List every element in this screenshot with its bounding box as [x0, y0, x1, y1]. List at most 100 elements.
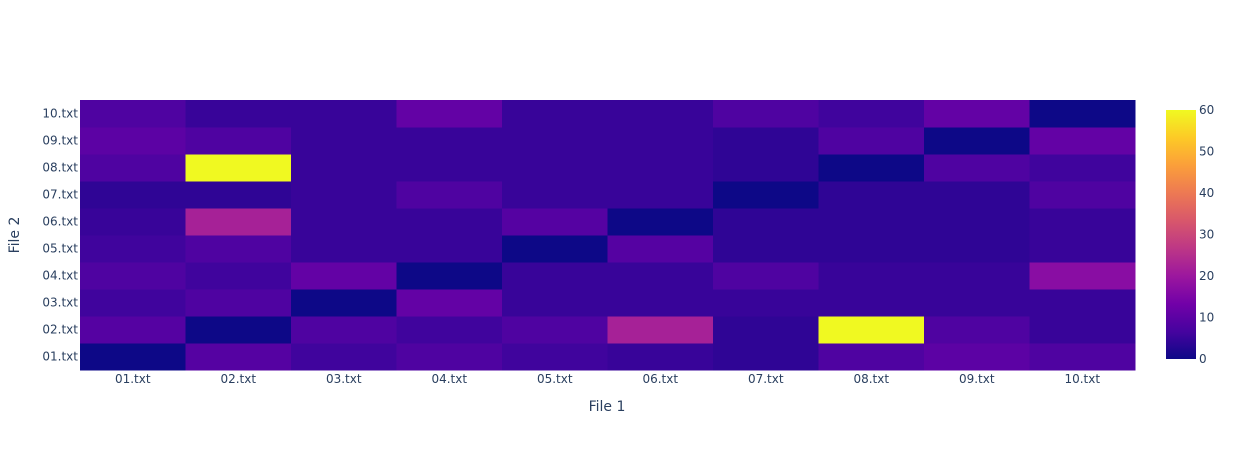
y-tick-label: 05.txt [42, 242, 78, 256]
y-tick-label: 03.txt [42, 296, 78, 310]
heatmap-cell [818, 181, 925, 209]
heatmap-cell [502, 181, 608, 209]
y-tick-label: 02.txt [42, 323, 78, 337]
x-tick-label: 09.txt [959, 372, 995, 386]
heatmap-cell [396, 100, 503, 128]
heatmap-cell [818, 208, 925, 236]
heatmap-cell [502, 316, 608, 344]
x-axis-title: File 1 [589, 399, 626, 415]
heatmap-cell [607, 343, 714, 371]
y-axis-title: File 2 [7, 217, 23, 254]
heatmap-cell [185, 100, 292, 128]
heatmap-cell [291, 100, 397, 128]
heatmap-cell [396, 127, 503, 155]
heatmap-cell [924, 289, 1030, 317]
heatmap-cell [291, 235, 397, 263]
heatmap-cell [713, 181, 819, 209]
heatmap-cell [502, 235, 608, 263]
colorbar-tick-label: 0 [1199, 352, 1207, 366]
heatmap-cell [818, 289, 925, 317]
heatmap-cell [713, 100, 819, 128]
heatmap-cells [80, 100, 1136, 371]
heatmap-cell [185, 208, 292, 236]
x-tick-label: 07.txt [748, 372, 784, 386]
heatmap-cell [1029, 154, 1136, 182]
heatmap-cell [185, 235, 292, 263]
heatmap-cell [185, 316, 292, 344]
x-tick-label: 01.txt [115, 372, 151, 386]
heatmap-cell [607, 262, 714, 290]
heatmap-cell [1029, 316, 1136, 344]
colorbar-ticks: 0 10 20 30 40 50 60 [1199, 103, 1214, 366]
heatmap-cell [924, 100, 1030, 128]
heatmap-cell [291, 316, 397, 344]
heatmap-cell [818, 316, 925, 344]
heatmap-cell [185, 289, 292, 317]
heatmap-cell [502, 127, 608, 155]
heatmap-cell [396, 208, 503, 236]
heatmap-cell [818, 127, 925, 155]
x-axis-ticks: 01.txt 02.txt 03.txt 04.txt 05.txt 06.txt 07.t… [115, 372, 1100, 386]
heatmap-cell [80, 343, 186, 371]
heatmap-cell [1029, 343, 1136, 371]
heatmap-cell [924, 235, 1030, 263]
heatmap-cell [713, 235, 819, 263]
heatmap-cell [818, 343, 925, 371]
heatmap-cell [396, 235, 503, 263]
heatmap-cell [607, 289, 714, 317]
heatmap-cell [80, 154, 186, 182]
heatmap-cell [80, 181, 186, 209]
heatmap-cell [502, 262, 608, 290]
heatmap-cell [713, 154, 819, 182]
colorbar [1166, 110, 1196, 359]
heatmap-cell [502, 100, 608, 128]
heatmap-cell [291, 181, 397, 209]
heatmap-cell [502, 343, 608, 371]
heatmap-cell [291, 154, 397, 182]
heatmap-cell [713, 262, 819, 290]
heatmap-cell [291, 208, 397, 236]
heatmap-cell [607, 154, 714, 182]
heatmap-cell [607, 235, 714, 263]
colorbar-tick-label: 50 [1199, 145, 1214, 159]
colorbar-tick-label: 10 [1199, 311, 1214, 325]
x-tick-label: 02.txt [220, 372, 256, 386]
heatmap-cell [818, 154, 925, 182]
y-axis-ticks: 01.txt 02.txt 03.txt 04.txt 05.txt 06.txt 07.t… [42, 107, 78, 364]
heatmap-cell [713, 316, 819, 344]
heatmap-cell [607, 100, 714, 128]
heatmap-cell [502, 208, 608, 236]
y-tick-label: 08.txt [42, 161, 78, 175]
heatmap-cell [818, 100, 925, 128]
heatmap-cell [924, 154, 1030, 182]
heatmap-cell [185, 181, 292, 209]
colorbar-tick-label: 30 [1199, 228, 1214, 242]
heatmap-cell [185, 127, 292, 155]
heatmap-cell [1029, 235, 1136, 263]
heatmap-cell [1029, 289, 1136, 317]
heatmap-cell [924, 208, 1030, 236]
heatmap-cell [607, 208, 714, 236]
heatmap-cell [185, 343, 292, 371]
heatmap-cell [818, 262, 925, 290]
colorbar-tick-label: 20 [1199, 269, 1214, 283]
heatmap-cell [924, 127, 1030, 155]
y-tick-label: 09.txt [42, 134, 78, 148]
heatmap-cell [818, 235, 925, 263]
heatmap-cell [185, 154, 292, 182]
heatmap-cell [396, 262, 503, 290]
y-tick-label: 01.txt [42, 350, 78, 364]
x-tick-label: 08.txt [853, 372, 889, 386]
heatmap-cell [396, 181, 503, 209]
y-tick-label: 07.txt [42, 188, 78, 202]
heatmap-cell [1029, 100, 1136, 128]
heatmap-cell [924, 316, 1030, 344]
heatmap-cell [607, 181, 714, 209]
heatmap-cell [291, 289, 397, 317]
heatmap-cell [1029, 262, 1136, 290]
heatmap-cell [396, 343, 503, 371]
heatmap-cell [291, 343, 397, 371]
heatmap-cell [80, 289, 186, 317]
heatmap-cell [924, 181, 1030, 209]
